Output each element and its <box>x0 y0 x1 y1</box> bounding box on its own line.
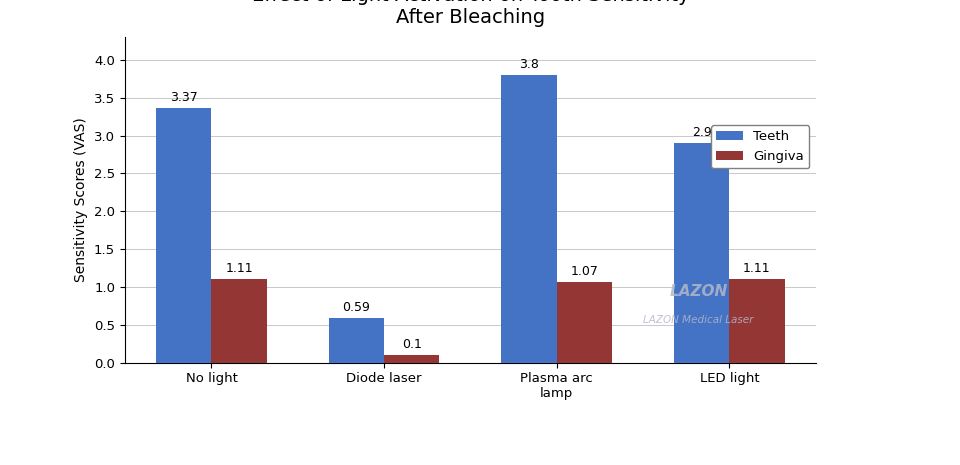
Text: 2.9: 2.9 <box>692 126 711 140</box>
Text: LAZON: LAZON <box>669 284 728 299</box>
Bar <box>501 75 557 363</box>
Text: Conclusion:  Diode laser-assisted teeth whitening can achieve
minimal sensitivit: Conclusion: Diode laser-assisted teeth w… <box>303 404 729 440</box>
Bar <box>329 318 384 363</box>
Text: 0.1: 0.1 <box>402 339 421 352</box>
Text: 3.8: 3.8 <box>519 58 539 71</box>
Text: 1.11: 1.11 <box>743 262 771 275</box>
Text: 1.11: 1.11 <box>226 262 252 275</box>
Bar <box>211 279 267 363</box>
Text: 3.37: 3.37 <box>170 91 198 104</box>
Text: 0.59: 0.59 <box>343 301 371 314</box>
Bar <box>557 282 612 363</box>
Bar <box>156 107 211 363</box>
Bar <box>730 279 784 363</box>
Title: Effect of Light Activation on Tooth Sensitivity
After Bleaching: Effect of Light Activation on Tooth Sens… <box>252 0 689 27</box>
Text: 1.07: 1.07 <box>570 265 598 278</box>
Bar <box>384 355 440 363</box>
Legend: Teeth, Gingiva: Teeth, Gingiva <box>711 125 809 168</box>
Bar <box>674 143 730 363</box>
Y-axis label: Sensitivity Scores (VAS): Sensitivity Scores (VAS) <box>74 118 88 282</box>
Text: LAZON Medical Laser: LAZON Medical Laser <box>643 315 754 326</box>
